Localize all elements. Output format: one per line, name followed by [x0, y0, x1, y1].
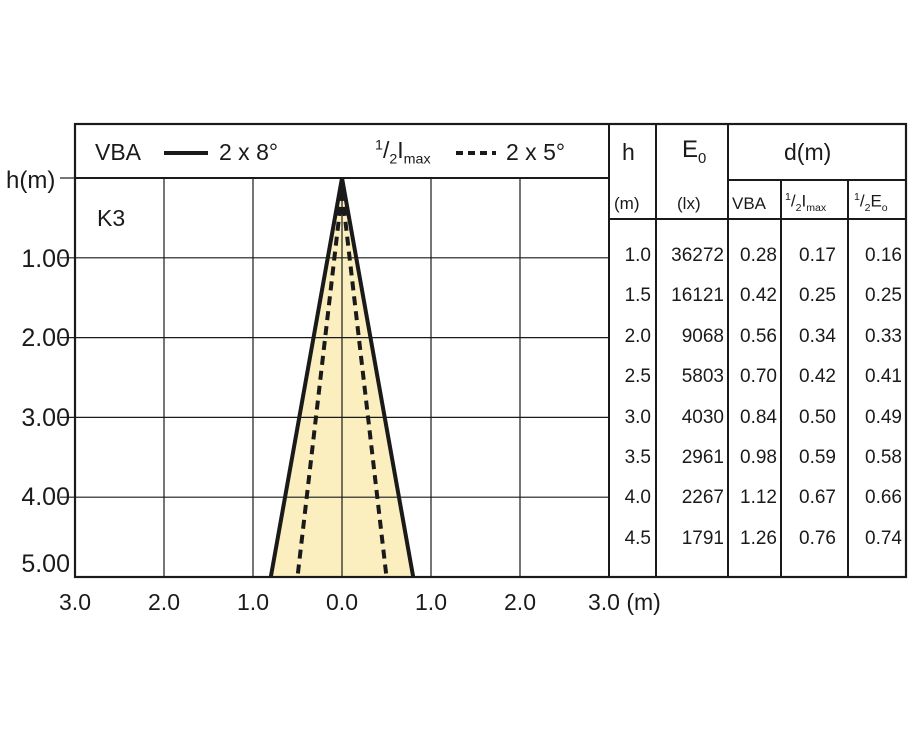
- table-cell-half-e0: 0.25: [865, 285, 902, 307]
- table-header-half-imax: 1/2Imax: [785, 191, 827, 215]
- table-cell-e0: 5803: [681, 366, 724, 388]
- table-cell-e0: 9068: [681, 325, 724, 347]
- table-cell-half-e0: 0.33: [865, 325, 902, 347]
- table-cell-half-imax: 0.25: [799, 285, 836, 307]
- x-tick-label: 2.0: [148, 589, 180, 615]
- table-cell-half-imax: 0.34: [799, 325, 836, 347]
- beam-layer: [268, 177, 416, 578]
- table-cell-half-e0: 0.16: [865, 245, 902, 266]
- table-cell-half-imax: 0.67: [799, 487, 836, 509]
- table-cell-h: 4.0: [624, 487, 651, 509]
- x-tick-label: 3.0: [59, 589, 91, 615]
- x-tick-label: 2.0: [504, 589, 536, 615]
- table-cell-e0: 2961: [681, 447, 724, 468]
- vba-beam-edge-right: [340, 177, 416, 578]
- y-tick-label: 5.00: [21, 550, 70, 578]
- table-cell-half-imax: 0.59: [799, 447, 836, 468]
- legend-half-imax-label: 1/2Imax: [375, 137, 431, 168]
- table-cell-half-imax: 0.76: [799, 527, 836, 549]
- table-cell-e0: 36272: [671, 245, 724, 266]
- y-axis-label: h(m): [6, 167, 56, 194]
- x-tick-label: 0.0: [326, 589, 358, 615]
- table-cell-h: 4.5: [624, 527, 651, 549]
- table-header-h: h: [622, 139, 635, 165]
- y-tick-label: 2.00: [21, 324, 70, 352]
- half-imax-beam-edge-right: [340, 191, 389, 578]
- table-cell-vba: 0.70: [740, 366, 777, 388]
- table-cell-half-imax: 0.50: [799, 406, 836, 428]
- y-tick-label: 4.00: [21, 483, 70, 511]
- table-cell-h: 3.0: [624, 406, 651, 428]
- table-header-d: d(m): [784, 139, 832, 165]
- vba-beam-edge-left: [268, 177, 344, 578]
- table-cell-e0: 2267: [681, 487, 724, 509]
- table-header-vba: VBA: [732, 194, 767, 213]
- outer-frame: [73, 122, 908, 579]
- table-cell-vba: 0.56: [740, 325, 777, 347]
- table-cell-half-imax: 0.17: [799, 245, 836, 266]
- table-cell-vba: 0.84: [740, 406, 777, 428]
- table-cell-e0: 16121: [671, 285, 724, 307]
- legend-half-imax-angle: 2 x 5°: [506, 139, 566, 165]
- table-cell-half-e0: 0.41: [865, 366, 902, 388]
- legend-vba-label: VBA: [95, 139, 142, 165]
- table-header-e0: E0: [682, 136, 707, 167]
- y-tick-label: 3.00: [21, 404, 70, 432]
- half-imax-beam-edge-left: [295, 191, 344, 578]
- table-cell-h: 2.0: [624, 325, 651, 347]
- frame-layer: [60, 122, 908, 579]
- table-cell-half-e0: 0.49: [865, 406, 902, 428]
- table-header-h-unit: (m): [614, 194, 640, 213]
- table-cell-half-e0: 0.74: [865, 527, 902, 549]
- table-cell-vba: 0.98: [740, 447, 777, 468]
- table-cell-vba: 0.42: [740, 285, 777, 307]
- x-tick-label: 1.0: [415, 589, 447, 615]
- table-cell-h: 3.5: [624, 447, 651, 468]
- legend-vba-angle: 2 x 8°: [219, 139, 279, 165]
- table-cell-half-e0: 0.66: [865, 487, 902, 509]
- table-header-half-e0: 1/2Eo: [854, 191, 888, 215]
- x-tick-label: 3.0 (m): [588, 589, 661, 615]
- model-label: K3: [97, 205, 126, 231]
- legend-dashed-line-swatch: [456, 151, 496, 155]
- x-tick-label: 1.0: [237, 589, 269, 615]
- table-cell-e0: 1791: [681, 527, 724, 549]
- table-cell-vba: 1.12: [740, 487, 777, 509]
- table-cell-half-e0: 0.58: [865, 447, 902, 468]
- table-cell-vba: 1.26: [740, 527, 777, 549]
- table-header-e0-unit: (lx): [677, 194, 701, 213]
- table-cell-vba: 0.28: [740, 245, 777, 266]
- table-cell-h: 1.5: [624, 285, 651, 307]
- table-cell-h: 2.5: [624, 366, 651, 388]
- y-tick-label: 1.00: [21, 245, 70, 273]
- legend-solid-line-swatch: [164, 151, 208, 155]
- table-cell-e0: 4030: [681, 406, 724, 428]
- table-cell-h: 1.0: [624, 245, 651, 266]
- table-cell-half-imax: 0.42: [799, 366, 836, 388]
